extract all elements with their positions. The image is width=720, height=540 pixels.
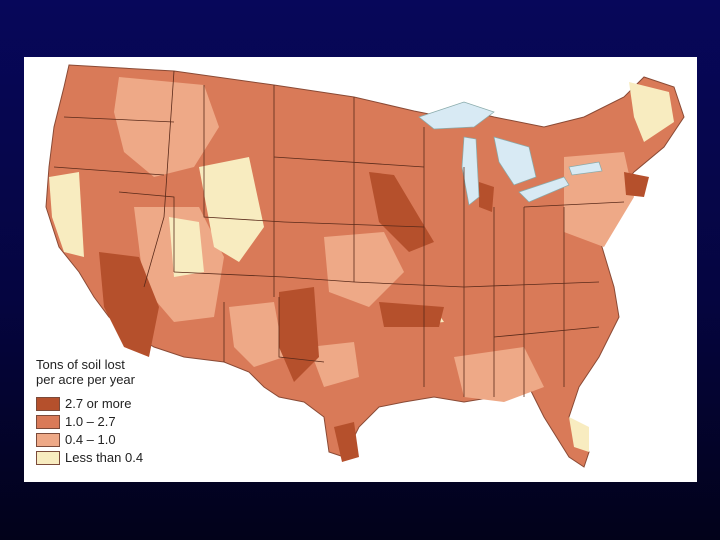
region-high-iowa bbox=[369, 172, 434, 252]
legend-title: Tons of soil lost per acre per year bbox=[36, 357, 186, 387]
region-lowest-rockies bbox=[199, 157, 264, 262]
region-low-northeast bbox=[564, 152, 634, 247]
legend-item-lowest: Less than 0.4 bbox=[36, 449, 186, 466]
region-low-plains bbox=[324, 232, 404, 307]
region-high-mississippi bbox=[379, 302, 444, 327]
region-low-texas-gulf bbox=[309, 342, 359, 387]
legend-item-high: 2.7 or more bbox=[36, 395, 186, 412]
map-panel: Tons of soil lost per acre per year 2.7 … bbox=[24, 57, 697, 482]
lake-huron bbox=[493, 136, 537, 186]
region-high-michigan bbox=[479, 182, 494, 212]
region-lowest-utah bbox=[169, 217, 204, 277]
state-boundaries bbox=[53, 70, 625, 397]
legend-item-medium: 1.0 – 2.7 bbox=[36, 413, 186, 430]
lake-michigan bbox=[461, 136, 480, 206]
lake-ontario bbox=[568, 161, 603, 176]
legend-label-lowest: Less than 0.4 bbox=[65, 450, 144, 465]
legend-swatch-high bbox=[36, 396, 60, 411]
region-low-southeast bbox=[454, 347, 544, 402]
legend: Tons of soil lost per acre per year 2.7 … bbox=[36, 357, 186, 467]
legend-swatch-low bbox=[36, 432, 60, 447]
region-lowest-west-coast bbox=[49, 172, 84, 257]
legend-item-low: 0.4 – 1.0 bbox=[36, 431, 186, 448]
region-lowest-maine bbox=[629, 82, 674, 142]
lake-erie bbox=[518, 176, 570, 203]
region-low-southwest bbox=[229, 302, 284, 367]
us-soil-loss-map bbox=[45, 64, 685, 468]
legend-label-medium: 1.0 – 2.7 bbox=[65, 414, 116, 429]
region-lowest-florida bbox=[569, 417, 589, 452]
legend-label-high: 2.7 or more bbox=[65, 396, 132, 411]
lake-superior bbox=[418, 101, 495, 130]
region-high-texas-coast bbox=[334, 422, 359, 462]
legend-swatch-medium bbox=[36, 414, 60, 429]
legend-swatch-lowest bbox=[36, 450, 60, 465]
legend-title-line2: per acre per year bbox=[36, 372, 135, 387]
region-high-california bbox=[99, 252, 159, 357]
region-low-northwest bbox=[114, 77, 219, 177]
legend-title-line1: Tons of soil lost bbox=[36, 357, 125, 372]
legend-label-low: 0.4 – 1.0 bbox=[65, 432, 116, 447]
region-high-northeast bbox=[624, 172, 649, 197]
